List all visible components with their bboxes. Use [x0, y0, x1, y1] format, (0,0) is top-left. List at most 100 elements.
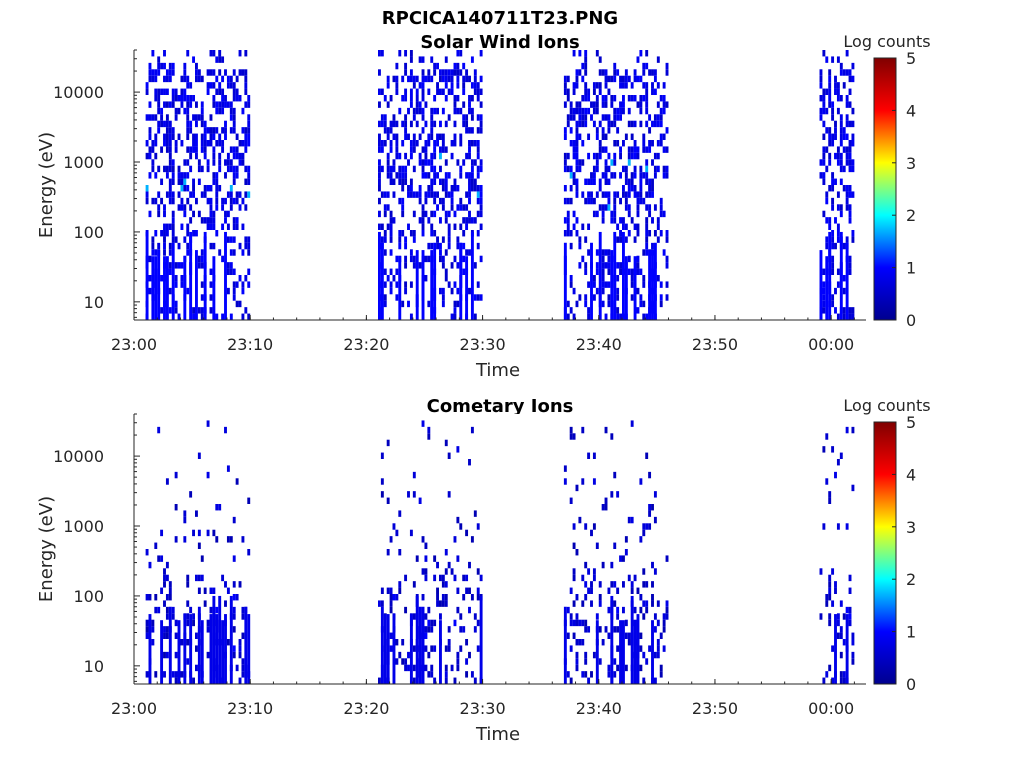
- heatmap-cell: [851, 230, 855, 237]
- heatmap-cell: [232, 95, 236, 102]
- heatmap-cell: [209, 50, 213, 57]
- heatmap-cell: [572, 88, 576, 95]
- heatmap-cell: [386, 75, 390, 83]
- heatmap-cell: [595, 165, 599, 173]
- heatmap-cell: [444, 677, 448, 684]
- heatmap-cell: [433, 152, 437, 160]
- heatmap-cell: [157, 95, 161, 102]
- heatmap-cell: [421, 223, 425, 230]
- heatmap-cell: [186, 146, 190, 153]
- heatmap-cell: [157, 426, 161, 434]
- heatmap-cell: [409, 255, 413, 263]
- heatmap-cell: [168, 587, 172, 594]
- heatmap-cell: [409, 146, 413, 153]
- heatmap-cell: [834, 287, 837, 295]
- heatmap-cell: [479, 120, 483, 128]
- heatmap-cell: [418, 606, 422, 684]
- heatmap-cell: [415, 191, 419, 198]
- heatmap-cell: [473, 178, 477, 185]
- heatmap-cell: [380, 191, 384, 198]
- heatmap-cell: [645, 217, 649, 224]
- heatmap-cell: [235, 146, 239, 153]
- heatmap-cell: [212, 152, 216, 160]
- heatmap-cell: [468, 152, 471, 160]
- heatmap-cell: [209, 197, 213, 205]
- heatmap-cell: [145, 152, 149, 160]
- heatmap-cell: [639, 478, 643, 485]
- heatmap-cell: [247, 497, 251, 504]
- heatmap-cell: [244, 165, 248, 173]
- heatmap-cell: [624, 172, 628, 179]
- heatmap-cell: [177, 242, 181, 250]
- heatmap-cell: [828, 185, 832, 192]
- heatmap-cell: [168, 62, 172, 70]
- heatmap-cell: [839, 120, 843, 128]
- heatmap-cell: [241, 658, 245, 665]
- heatmap-cell: [639, 645, 643, 652]
- heatmap-cell: [378, 210, 381, 218]
- heatmap-cell: [592, 197, 596, 205]
- heatmap-cell: [197, 75, 201, 83]
- heatmap-cell: [622, 620, 625, 684]
- heatmap-cell: [439, 620, 442, 684]
- heatmap-cell: [444, 268, 448, 275]
- heatmap-cell: [825, 56, 829, 63]
- heatmap-cell: [209, 614, 213, 684]
- heatmap-cell: [218, 69, 222, 76]
- heatmap-cell: [584, 236, 588, 243]
- heatmap-cell: [197, 606, 201, 684]
- heatmap-cell: [604, 178, 608, 185]
- heatmap-cell: [613, 69, 617, 76]
- heatmap-cell: [836, 281, 840, 288]
- heatmap-cell: [401, 95, 405, 102]
- heatmap-cell: [215, 536, 219, 543]
- heatmap-cell: [200, 294, 204, 301]
- colorbar-tick-label: 4: [906, 101, 916, 120]
- heatmap-cell: [174, 236, 178, 243]
- heatmap-cell: [622, 223, 625, 230]
- heatmap-cell: [186, 159, 190, 166]
- heatmap-cell: [633, 574, 637, 582]
- heatmap-cell: [232, 281, 236, 288]
- heatmap-cell: [665, 555, 669, 562]
- heatmap-cell: [221, 146, 225, 153]
- heatmap-cell: [828, 619, 832, 627]
- heatmap-cell: [427, 185, 431, 192]
- heatmap-cell: [456, 62, 460, 70]
- heatmap-cell: [386, 549, 390, 556]
- heatmap-cell: [653, 172, 657, 179]
- heatmap-cell: [247, 165, 251, 173]
- heatmap-cell: [831, 300, 835, 308]
- heatmap-cell: [409, 50, 413, 57]
- heatmap-cell: [590, 178, 593, 185]
- heatmap-cell: [165, 651, 169, 659]
- heatmap-cell: [226, 152, 230, 160]
- heatmap-cell: [229, 595, 233, 684]
- heatmap-cell: [441, 140, 445, 147]
- heatmap-cell: [842, 671, 846, 678]
- heatmap-cell: [465, 587, 469, 594]
- heatmap-cell: [412, 82, 416, 89]
- heatmap-cell: [563, 152, 567, 160]
- heatmap-cell: [831, 268, 835, 275]
- heatmap-cells: [145, 420, 855, 684]
- heatmap-cell: [412, 114, 416, 121]
- heatmap-cell: [578, 242, 582, 250]
- heatmap-cell: [168, 75, 172, 83]
- heatmap-cell: [831, 255, 835, 263]
- heatmap-cell: [439, 69, 442, 76]
- heatmap-cell: [569, 426, 573, 434]
- heatmap-cell: [645, 82, 649, 89]
- heatmap-cell: [848, 255, 852, 263]
- heatmap-cell: [212, 587, 216, 594]
- heatmap-cell: [479, 185, 483, 192]
- heatmap-cell: [415, 250, 419, 320]
- heatmap-cell: [476, 594, 480, 601]
- heatmap-cell: [238, 50, 242, 57]
- heatmap-cell: [212, 217, 216, 224]
- heatmap-cell: [174, 95, 178, 102]
- colorbar: [873, 57, 897, 321]
- heatmap-cell: [624, 82, 628, 89]
- heatmap-cell: [389, 281, 393, 288]
- heatmap-cell: [828, 69, 832, 76]
